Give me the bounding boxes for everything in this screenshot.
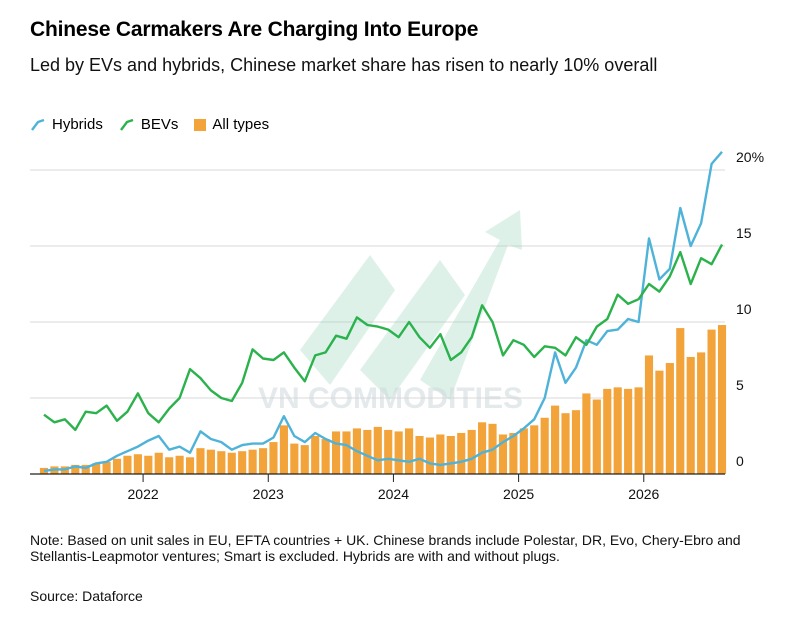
legend: Hybrids BEVs All types: [30, 116, 269, 133]
y-axis-ticks: 0 5 10 15 20%: [736, 149, 764, 469]
y-tick-label: 0: [736, 453, 744, 469]
bar-all-types: [540, 417, 549, 474]
bar-all-types: [603, 388, 612, 474]
watermark-text: VN COMMODITIES: [258, 382, 523, 415]
legend-item-bevs: BEVs: [119, 116, 179, 133]
watermark-arrow-shape: [420, 210, 522, 400]
bar-all-types: [227, 452, 236, 474]
bar-all-types: [446, 436, 455, 474]
bar-all-types: [509, 432, 518, 474]
bar-all-types: [258, 448, 268, 474]
x-tick-label: 2024: [378, 486, 409, 502]
bar-all-types: [676, 328, 685, 474]
bar-all-types: [300, 445, 309, 474]
bar-all-types: [342, 431, 351, 474]
legend-hybrids-line-icon: [31, 118, 45, 131]
bar-all-types: [331, 431, 341, 474]
bar-all-types: [206, 449, 215, 474]
chart-note: Note: Based on unit sales in EU, EFTA co…: [30, 532, 741, 564]
bar-all-types: [394, 431, 403, 474]
bar-all-types: [81, 464, 90, 474]
bar-all-types: [290, 443, 299, 474]
bar-all-types: [175, 455, 184, 474]
bar-all-types: [686, 356, 695, 474]
legend-label-all-types: All types: [212, 116, 270, 133]
bar-all-types: [321, 439, 330, 474]
bar-all-types: [478, 422, 487, 474]
bar-all-types: [363, 429, 372, 474]
y-tick-label: 5: [736, 377, 744, 393]
bar-all-types: [457, 432, 466, 474]
bar-all-types: [717, 325, 727, 474]
bar-all-types: [405, 428, 414, 474]
bar-all-types: [551, 405, 560, 474]
x-axis-ticks: 2022 2023 2024 2025 2026: [128, 474, 660, 502]
bar-all-types: [467, 429, 476, 474]
bar-all-types: [102, 461, 111, 474]
legend-label-bevs: BEVs: [140, 116, 179, 133]
bar-all-types: [592, 399, 601, 474]
bar-all-types: [144, 455, 153, 474]
watermark: VN COMMODITIES: [258, 210, 523, 415]
bar-all-types: [582, 393, 591, 474]
legend-bevs-line-icon: [119, 118, 134, 131]
legend-item-hybrids: Hybrids: [30, 116, 103, 133]
bar-all-types: [425, 437, 435, 474]
legend-label-hybrids: Hybrids: [52, 116, 103, 133]
x-tick-label: 2026: [628, 486, 659, 502]
bar-all-types: [436, 434, 445, 474]
bar-all-types: [707, 329, 716, 474]
y-tick-label: 10: [736, 301, 752, 317]
bar-all-types: [248, 449, 257, 474]
y-tick-label: 15: [736, 225, 752, 241]
chart-source: Source: Dataforce: [30, 588, 143, 604]
bar-all-types: [498, 434, 508, 474]
bar-all-types: [217, 451, 226, 474]
watermark-shape-2: [360, 260, 465, 400]
bar-all-types: [655, 370, 664, 474]
bar-all-types: [311, 436, 320, 474]
bar-all-types: [613, 387, 622, 474]
bar-all-types: [71, 464, 80, 474]
legend-item-all-types: All types: [194, 116, 269, 133]
bar-all-types: [238, 451, 247, 474]
bar-all-types: [269, 442, 278, 474]
bar-all-types: [697, 352, 706, 474]
series-line-hybrids: [43, 151, 723, 473]
bar-all-types: [92, 463, 101, 474]
x-tick-label: 2023: [253, 486, 284, 502]
bar-all-types: [530, 425, 539, 474]
bar-all-types: [165, 457, 174, 474]
bar-all-types: [415, 436, 424, 474]
bar-all-types: [519, 428, 528, 474]
bar-all-types: [384, 429, 393, 474]
x-tick-label: 2025: [503, 486, 534, 502]
bar-all-types: [644, 355, 654, 474]
bar-all-types: [185, 457, 195, 474]
bar-all-types: [561, 413, 570, 474]
bar-all-types: [196, 448, 205, 474]
bar-all-types: [634, 387, 643, 474]
bar-all-types: [571, 410, 581, 474]
bar-all-types: [624, 388, 633, 474]
bar-all-types: [154, 452, 163, 474]
chart-subtitle: Led by EVs and hybrids, Chinese market s…: [30, 55, 658, 75]
y-tick-label: 20%: [736, 149, 764, 165]
series-line-bevs: [43, 243, 724, 432]
bar-all-types: [123, 455, 132, 474]
chart-title: Chinese Carmakers Are Charging Into Euro…: [30, 18, 479, 41]
bar-all-types: [112, 458, 122, 474]
series-lines: [43, 151, 724, 473]
bar-all-types: [279, 425, 288, 474]
bar-all-types: [373, 426, 382, 474]
bar-all-types: [665, 363, 674, 474]
legend-all-types-square-icon: [194, 118, 207, 131]
bar-all-types: [133, 454, 142, 474]
x-tick-label: 2022: [128, 486, 159, 502]
